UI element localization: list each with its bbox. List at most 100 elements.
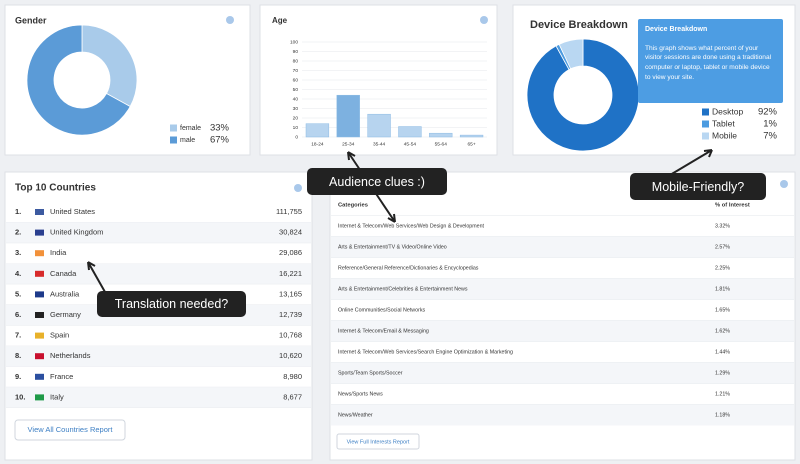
legend-label: male <box>180 137 195 144</box>
x-tick-label: 65+ <box>468 141 476 147</box>
legend-value: 92% <box>758 107 778 118</box>
tooltip-title: Device Breakdown <box>645 26 708 33</box>
row-bg <box>6 346 311 367</box>
country: Netherlands <box>50 351 91 360</box>
interest-percent: 1.65% <box>715 307 730 313</box>
bar <box>429 132 453 138</box>
sessions: 30,824 <box>279 228 302 237</box>
interest-percent: 1.18% <box>715 412 730 418</box>
country: Italy <box>50 392 64 401</box>
flag <box>35 209 44 215</box>
flag <box>35 291 44 298</box>
panel-title: Age <box>272 16 288 25</box>
legend-value: 33% <box>210 123 230 134</box>
rank: 10. <box>15 392 25 401</box>
flag <box>35 353 44 360</box>
table-header: % of Interest <box>715 203 750 209</box>
button-label[interactable]: View All Countries Report <box>28 425 114 434</box>
rank: 1. <box>15 207 21 216</box>
country: United States <box>50 207 95 216</box>
interest-percent: 3.32% <box>715 223 730 229</box>
x-tick-label: 55-64 <box>435 141 448 147</box>
info-icon[interactable] <box>780 180 788 188</box>
bar <box>398 126 422 138</box>
table-header: Categories <box>338 203 368 209</box>
countries-button[interactable] <box>14 419 126 441</box>
callout: Audience clues :) <box>307 168 447 195</box>
legend-swatch <box>702 120 709 128</box>
sessions: 12,739 <box>279 310 302 319</box>
rank: 4. <box>15 269 21 278</box>
sessions: 13,165 <box>279 289 302 298</box>
category: News/Weather <box>338 412 373 418</box>
row-bg <box>6 387 311 408</box>
legend-swatch <box>702 108 709 116</box>
category: Reference/General Reference/Dictionaries… <box>338 265 479 271</box>
country: France <box>50 372 73 381</box>
legend-swatch <box>702 132 709 140</box>
interest-percent: 1.44% <box>715 349 730 355</box>
callout: Mobile-Friendly? <box>630 173 766 200</box>
sessions: 29,086 <box>279 248 302 257</box>
category: Arts & Entertainment/TV & Video/Online V… <box>338 244 447 250</box>
legend-swatch <box>170 136 177 144</box>
y-tick-label: 10 <box>293 125 299 131</box>
sessions: 16,221 <box>279 269 302 278</box>
sessions: 10,768 <box>279 331 302 340</box>
legend-value: 1% <box>763 119 777 130</box>
bar <box>305 123 330 138</box>
panel-title: Gender <box>15 15 47 25</box>
y-tick-label: 90 <box>293 49 299 55</box>
y-tick-label: 40 <box>293 96 299 102</box>
country: Spain <box>50 331 69 340</box>
row-bg <box>331 320 794 342</box>
category: News/Sports News <box>338 391 383 397</box>
panel-title: Device Breakdown <box>530 19 628 31</box>
flag <box>35 312 44 318</box>
category: Internet & Telecom/Web Services/Search E… <box>338 349 513 355</box>
legend-label: Tablet <box>712 118 735 128</box>
rank: 9. <box>15 372 21 381</box>
country: Australia <box>50 289 80 298</box>
bar <box>336 94 360 138</box>
flag <box>35 270 44 277</box>
interest-percent: 1.62% <box>715 328 730 334</box>
bar <box>459 134 484 138</box>
x-tick-label: 35-44 <box>373 141 386 147</box>
button-label[interactable]: View Full Interests Report <box>347 439 410 445</box>
sessions: 10,620 <box>279 351 302 360</box>
y-tick-label: 50 <box>293 87 299 93</box>
row-bg <box>331 236 794 258</box>
pie-slice <box>26 24 131 136</box>
flag <box>35 394 44 401</box>
rank: 2. <box>15 228 21 237</box>
info-icon[interactable] <box>480 16 488 24</box>
y-tick-label: 80 <box>293 58 299 64</box>
flag <box>35 229 44 236</box>
rank: 6. <box>15 310 21 319</box>
interest-percent: 1.21% <box>715 391 730 397</box>
x-tick-label: 45-54 <box>404 141 417 147</box>
y-tick-label: 20 <box>293 115 299 121</box>
pie-slice <box>81 24 138 108</box>
category: Arts & Entertainment/Celebrities & Enter… <box>338 286 468 292</box>
interest-percent: 1.81% <box>715 286 730 292</box>
interest-percent: 1.29% <box>715 370 730 376</box>
legend-swatch <box>170 124 177 132</box>
info-icon[interactable] <box>294 184 302 192</box>
row-bg <box>6 222 311 244</box>
y-tick-label: 70 <box>293 68 299 74</box>
category: Sports/Team Sports/Soccer <box>338 370 403 376</box>
interests-button[interactable] <box>336 433 420 450</box>
country: Canada <box>50 269 77 278</box>
legend-label: Mobile <box>712 130 737 140</box>
info-icon[interactable] <box>226 16 234 24</box>
y-tick-label: 100 <box>290 39 298 45</box>
tooltip: Device Breakdown This graph shows what pe… <box>638 19 783 103</box>
interest-percent: 2.57% <box>715 244 730 250</box>
country: Germany <box>50 310 81 319</box>
sessions: 8,677 <box>283 392 302 401</box>
legend-label: Desktop <box>712 106 743 116</box>
